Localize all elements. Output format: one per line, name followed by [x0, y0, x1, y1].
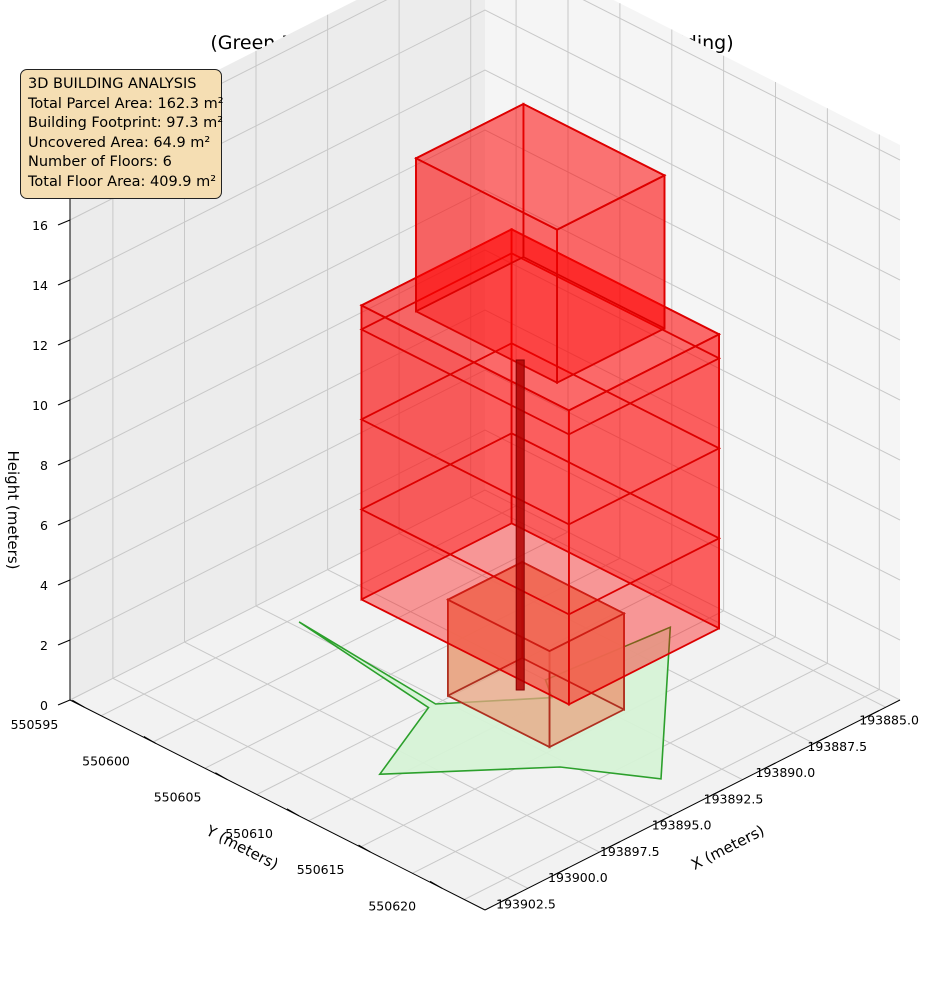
- y-tick: [72, 699, 85, 708]
- x-tick: [761, 762, 776, 771]
- x-tick: [865, 710, 880, 718]
- grid-line-z: [69, 369, 901, 581]
- building-main-block-top: [359, 228, 722, 412]
- analysis-line-footprint: Building Footprint: 97.3 m²: [28, 115, 224, 132]
- z-tick-label: 12: [32, 338, 48, 353]
- analysis-line-floor-area: Total Floor Area: 409.9 m²: [28, 173, 217, 190]
- z-tick-label: 0: [40, 698, 48, 713]
- y-tick: [429, 880, 443, 889]
- analysis-heading: 3D BUILDING ANALYSIS: [28, 76, 197, 92]
- z-tick: [57, 279, 71, 286]
- building-lower-block-top: [445, 560, 626, 653]
- x-tick: [657, 815, 672, 823]
- x-tick-label: 193887.5: [807, 739, 867, 754]
- x-tick: [605, 841, 621, 850]
- z-tick-label: 14: [32, 278, 48, 293]
- x-tick: [553, 867, 569, 876]
- y-tick: [358, 844, 371, 853]
- z-tick: [57, 519, 71, 526]
- analysis-line-parcel: Total Parcel Area: 162.3 m²: [28, 95, 224, 112]
- tick-labels: 193885.0 193887.5 193890.0 193892.5 193895.0…: [11, 158, 919, 913]
- z-tick-label: 4: [40, 578, 48, 593]
- x-tick-label: 193890.0: [756, 765, 816, 780]
- z-tick: [57, 219, 71, 226]
- x-tick: [813, 736, 828, 745]
- x-tick-label: 193897.5: [600, 844, 660, 859]
- z-tick-label: 6: [40, 518, 48, 533]
- y-tick-label: 550600: [82, 753, 130, 768]
- grid-line-z: [69, 489, 901, 701]
- x-tick-label: 193885.0: [859, 713, 919, 728]
- z-axis-label: Height (meters): [4, 451, 22, 570]
- z-tick-label: 10: [32, 398, 48, 413]
- grid-line-z: [69, 309, 901, 521]
- z-tick: [57, 699, 71, 706]
- y-tick-label: 550605: [154, 790, 202, 805]
- z-tick-label: 2: [40, 638, 48, 653]
- grid-line-z: [69, 249, 901, 461]
- floor-slab: [359, 432, 722, 616]
- y-tick-label: 550595: [11, 717, 59, 732]
- y-tick: [215, 772, 228, 781]
- right-pane: [485, 0, 900, 700]
- grid-line-z: [69, 129, 901, 341]
- data-marks: [298, 102, 722, 780]
- y-tick: [143, 736, 157, 744]
- y-tick-label: 550615: [297, 862, 345, 877]
- y-tick-label: 550620: [368, 898, 416, 913]
- grid-line-z: [69, 429, 901, 641]
- building-column: [515, 359, 525, 691]
- floor-slab: [359, 252, 722, 436]
- analysis-box: 3D BUILDING ANALYSIS Total Parcel Area: …: [20, 69, 224, 199]
- y-tick-label: 550610: [225, 826, 273, 841]
- grid-line-z: [69, 69, 901, 281]
- x-tick-label: 193892.5: [704, 791, 764, 806]
- z-tick-label: 8: [40, 458, 48, 473]
- x-tick: [501, 893, 517, 902]
- analysis-line-uncovered: Uncovered Area: 64.9 m²: [28, 134, 211, 151]
- x-tick-label: 193902.5: [496, 896, 556, 911]
- building-top-block-top: [414, 102, 667, 231]
- z-tick: [57, 639, 71, 646]
- x-tick-label: 193895.0: [652, 818, 712, 833]
- z-tick: [57, 459, 71, 466]
- y-tick: [286, 808, 300, 817]
- grid-line-z: [69, 189, 901, 401]
- z-tick-label: 16: [32, 218, 48, 233]
- x-tick: [709, 788, 724, 797]
- z-tick: [57, 339, 71, 346]
- y-axis-line: [69, 699, 486, 911]
- x-tick-label: 193900.0: [548, 870, 608, 885]
- floor-slab: [359, 342, 722, 526]
- z-tick: [57, 579, 71, 586]
- z-tick: [57, 399, 71, 406]
- analysis-line-floors: Number of Floors: 6: [28, 154, 172, 171]
